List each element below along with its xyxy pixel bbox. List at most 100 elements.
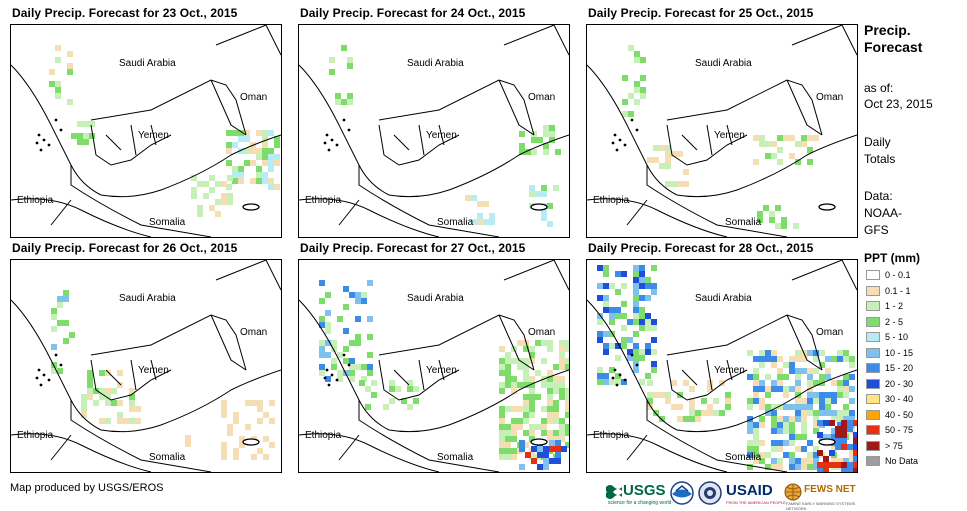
precip-cell: [807, 368, 813, 374]
island: [323, 141, 327, 145]
precip-cell: [105, 418, 111, 424]
precip-cell: [665, 163, 671, 169]
precip-cell: [355, 316, 361, 322]
legend-swatch: [866, 332, 880, 342]
precip-cell: [771, 153, 777, 159]
precip-cell: [777, 135, 783, 141]
precip-cell: [511, 388, 517, 394]
precip-cell: [529, 388, 535, 394]
precip-cell: [837, 380, 843, 386]
precip-cell: [51, 344, 57, 350]
precip-cell: [226, 148, 232, 154]
label-somalia: Somalia: [149, 217, 186, 228]
precip-cell: [541, 424, 547, 430]
islands: [611, 353, 836, 446]
precip-cell: [639, 379, 645, 385]
island: [325, 133, 329, 137]
map-panel-4: Daily Precip. Forecast for 26 Oct., 2015…: [10, 241, 282, 473]
precip-cell: [565, 442, 569, 448]
precip-cell: [529, 376, 535, 382]
precip-cell: [671, 404, 677, 410]
precip-cell: [795, 404, 801, 410]
precip-map: [587, 260, 857, 472]
precip-cell: [239, 436, 245, 442]
label-yemen: Yemen: [714, 130, 745, 141]
precip-cell: [67, 99, 73, 105]
legend-label: No Data: [885, 456, 919, 466]
legend-swatch: [866, 409, 880, 420]
precip-cell: [549, 440, 555, 446]
precip-cell: [221, 400, 227, 406]
precip-cell: [645, 343, 651, 349]
precip-cell: [813, 350, 819, 356]
precip-cell: [559, 424, 565, 430]
precip-cell: [597, 265, 603, 271]
boundaries: [11, 25, 281, 237]
precip-cell: [843, 374, 849, 380]
precip-cell: [547, 203, 553, 209]
island: [618, 138, 622, 142]
island: [47, 143, 51, 147]
precip-cell: [627, 355, 633, 361]
label-oman: Oman: [240, 92, 268, 103]
precip-cell: [221, 448, 227, 454]
island: [39, 148, 43, 152]
precip-cell: [843, 350, 849, 356]
precip-cell: [775, 223, 781, 229]
precip-cell: [747, 452, 753, 458]
precip-cell: [221, 199, 227, 205]
precip-cell: [263, 412, 269, 418]
precip-cell: [523, 382, 529, 388]
precip-cell: [640, 87, 646, 93]
precip-cell: [621, 337, 627, 343]
precip-cell: [81, 400, 87, 406]
precip-cell: [129, 394, 135, 400]
precip-cell: [783, 386, 789, 392]
label-saudi-arabia: Saudi Arabia: [407, 58, 464, 69]
precip-cell: [849, 398, 855, 404]
precip-cell: [817, 450, 823, 456]
precip-cell: [747, 404, 753, 410]
precip-cell: [843, 392, 849, 398]
map-panel-6: Daily Precip. Forecast for 28 Oct., 2015…: [586, 241, 858, 473]
precip-cell: [837, 350, 843, 356]
precip-cell: [783, 416, 789, 422]
precip-cell: [343, 346, 349, 352]
precip-cell: [274, 142, 280, 148]
precip-cell: [511, 376, 517, 382]
map-frame: Saudi Arabia Oman Yemen Ethiopia Somalia: [298, 259, 570, 473]
island: [327, 148, 331, 152]
precip-cell: [361, 376, 367, 382]
precip-cell: [634, 87, 640, 93]
precip-cell: [789, 452, 795, 458]
precip-cell: [365, 386, 371, 392]
precip-cell: [57, 302, 63, 308]
precip-cell: [831, 380, 837, 386]
legend-label: 30 - 40: [885, 394, 914, 404]
precip-cell: [747, 464, 753, 470]
label-oman: Oman: [528, 327, 556, 338]
precip-cell: [665, 398, 671, 404]
precip-cell: [529, 346, 535, 352]
precip-cell: [597, 331, 603, 337]
precip-cell: [777, 386, 783, 392]
precip-cell: [771, 422, 777, 428]
precip-cell: [683, 169, 689, 175]
precip-cell: [256, 130, 262, 136]
label-oman: Oman: [816, 327, 844, 338]
precip-cell: [783, 374, 789, 380]
precip-cell: [795, 434, 801, 440]
precip-cell: [789, 404, 795, 410]
precip-cell: [597, 313, 603, 319]
precip-cell: [621, 343, 627, 349]
precip-cell: [651, 367, 657, 373]
precip-cell: [325, 292, 331, 298]
precip-cell: [603, 265, 609, 271]
precip-cell: [639, 277, 645, 283]
precip-cell: [226, 160, 232, 166]
island: [42, 373, 46, 377]
precip-cell: [337, 316, 343, 322]
precip-cell: [653, 145, 659, 151]
coastline-red-sea: [587, 64, 857, 198]
precip-cell: [789, 135, 795, 141]
